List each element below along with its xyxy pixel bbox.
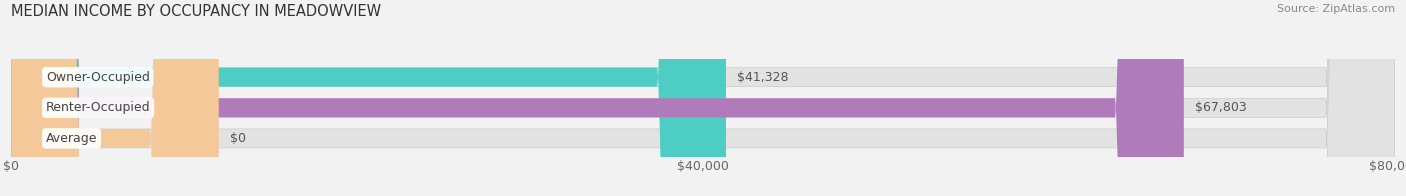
Text: $67,803: $67,803 [1195, 101, 1247, 114]
FancyBboxPatch shape [11, 0, 725, 196]
FancyBboxPatch shape [11, 0, 1395, 196]
FancyBboxPatch shape [11, 0, 1395, 196]
FancyBboxPatch shape [11, 0, 1184, 196]
Text: Renter-Occupied: Renter-Occupied [46, 101, 150, 114]
Text: MEDIAN INCOME BY OCCUPANCY IN MEADOWVIEW: MEDIAN INCOME BY OCCUPANCY IN MEADOWVIEW [11, 4, 381, 19]
FancyBboxPatch shape [11, 0, 1395, 196]
Text: Owner-Occupied: Owner-Occupied [46, 71, 149, 84]
Text: Source: ZipAtlas.com: Source: ZipAtlas.com [1277, 4, 1395, 14]
FancyBboxPatch shape [11, 0, 219, 196]
Text: $0: $0 [229, 132, 246, 145]
Text: $41,328: $41,328 [737, 71, 789, 84]
Text: Average: Average [46, 132, 97, 145]
